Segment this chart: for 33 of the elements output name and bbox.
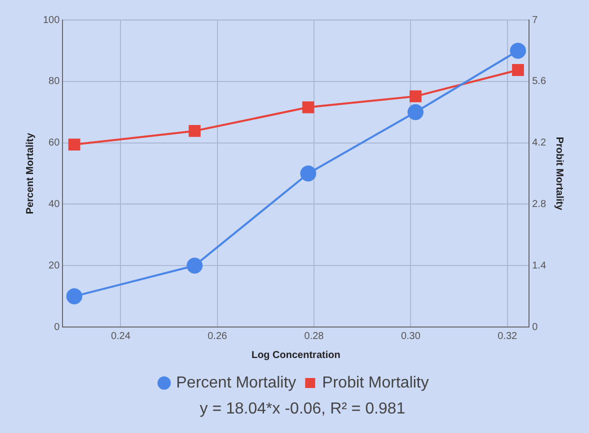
y-tick-label: 40 bbox=[48, 198, 60, 210]
point bbox=[510, 42, 526, 59]
legend-label: Percent Mortality bbox=[176, 374, 296, 392]
y-tick-label: 100 bbox=[42, 14, 60, 26]
y2-tick-label: 2.8 bbox=[532, 198, 546, 210]
y2-tick-label: 5.6 bbox=[532, 76, 546, 88]
text: y = 18.04*x -0.06, R² = 0.981 bbox=[200, 400, 406, 418]
point bbox=[186, 258, 203, 274]
y-tick-label: 80 bbox=[48, 76, 60, 88]
x-axis-title: Log Concentration bbox=[251, 350, 340, 361]
y2-axis-title: Probit Mortality bbox=[553, 136, 564, 211]
y2-tick-label: 1.4 bbox=[532, 260, 546, 272]
y-tick-label: 0 bbox=[54, 322, 60, 333]
y-axis-title: Percent Mortality bbox=[24, 132, 36, 214]
legend-label: Probit Mortality bbox=[322, 374, 429, 392]
point bbox=[68, 138, 80, 151]
x-tick-label: 0.32 bbox=[498, 330, 518, 342]
point bbox=[66, 288, 82, 304]
x-tick-label: 0.24 bbox=[110, 330, 131, 342]
point bbox=[300, 166, 316, 182]
y2-tick-label: 0 bbox=[532, 322, 538, 333]
y2-tick-label: 4.2 bbox=[532, 138, 546, 149]
x-tick-label: 0.28 bbox=[304, 330, 324, 342]
x-tick-label: 0.30 bbox=[400, 330, 421, 342]
y-tick-label: 60 bbox=[48, 138, 60, 149]
y-tick-label: 20 bbox=[48, 260, 60, 272]
x-tick-label: 0.26 bbox=[208, 330, 228, 342]
point bbox=[188, 125, 201, 137]
point bbox=[410, 90, 422, 102]
y2-tick-label: 7 bbox=[532, 14, 538, 26]
point bbox=[302, 101, 314, 114]
point bbox=[408, 104, 424, 120]
point bbox=[512, 64, 524, 76]
